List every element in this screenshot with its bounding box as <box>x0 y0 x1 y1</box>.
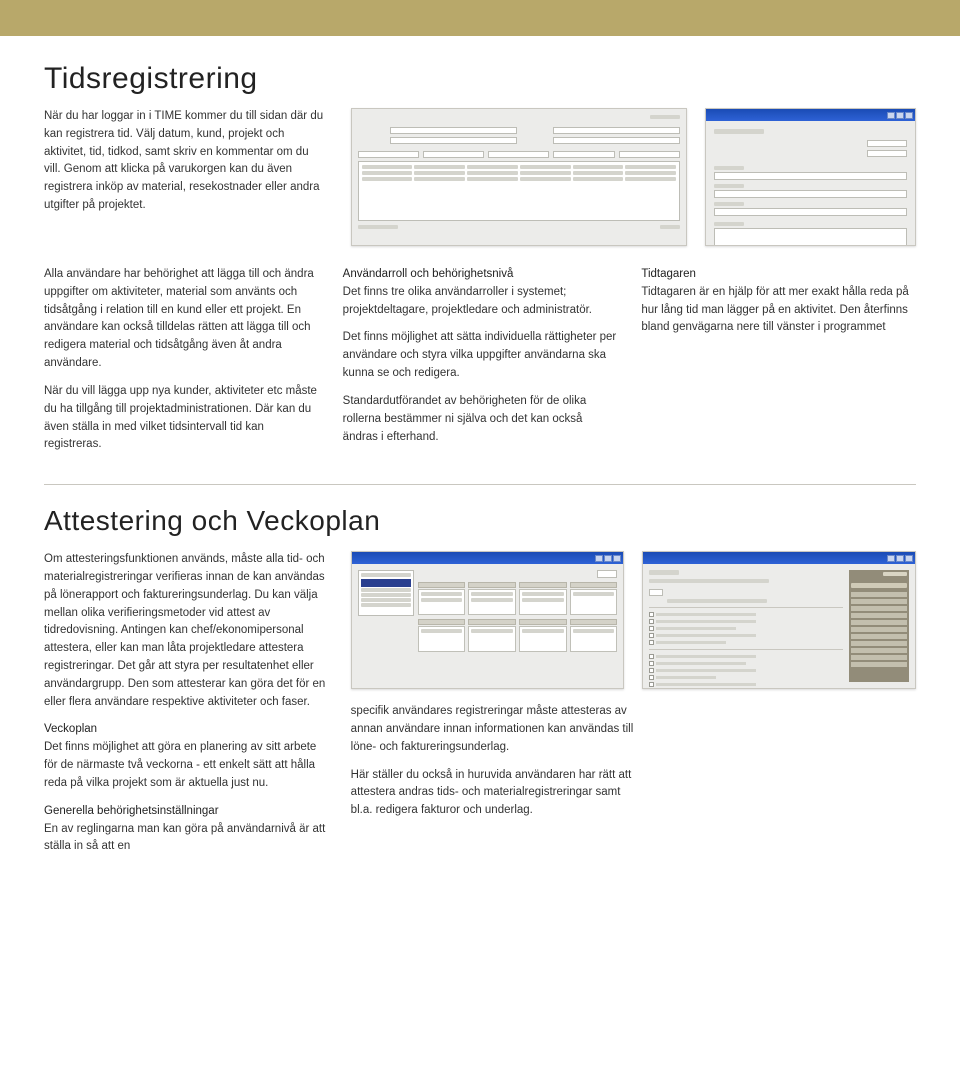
section1-row1: När du har loggar in i TIME kommer du ti… <box>44 108 916 246</box>
s1-c2-h: Användarroll och behörighetsnivå <box>343 268 514 280</box>
screenshot-timereg-form <box>351 108 687 246</box>
s1-c2-p3: Standardutförandet av behörigheten för d… <box>343 393 618 446</box>
section1-title: Tidsregistrering <box>44 62 916 96</box>
screenshot-timereg-dialog <box>705 108 916 246</box>
s2-c2-p1: specifik användares registreringar måste… <box>351 703 634 756</box>
s1-c1-p2: Alla användare har behörighet att lägga … <box>44 266 319 373</box>
s2-col2: specifik användares registreringar måste… <box>351 551 916 830</box>
s2-c1-p2: Det finns möjlighet att göra en planerin… <box>44 741 316 789</box>
s2-c1-p1: Om attesteringsfunktionen används, måste… <box>44 551 327 711</box>
s1-col2: Användarroll och behörighetsnivå Det fin… <box>343 266 618 456</box>
section2-row1: Om attesteringsfunktionen används, måste… <box>44 551 916 866</box>
s1-col3: Tidtagaren Tidtagaren är en hjälp för at… <box>641 266 916 347</box>
screenshot-permissions <box>642 551 916 689</box>
s1-c1-p3: När du vill lägga upp nya kunder, aktivi… <box>44 383 319 454</box>
s2-col1: Om attesteringsfunktionen används, måste… <box>44 551 327 866</box>
s2-c1-h2: Veckoplan <box>44 723 97 735</box>
s2-c1-p3: En av reglingarna man kan göra på använd… <box>44 823 325 853</box>
s2-c1-h3: Generella behörighetsinställningar <box>44 805 219 817</box>
section1-row2: Alla användare har behörighet att lägga … <box>44 266 916 464</box>
s1-c3-h: Tidtagaren <box>641 268 696 280</box>
s1-c2-p1: Det finns tre olika användarroller i sys… <box>343 286 592 316</box>
section1-intro-col: När du har loggar in i TIME kommer du ti… <box>44 108 327 225</box>
s1-intro-p1: När du har loggar in i TIME kommer du ti… <box>44 108 327 215</box>
s2-c2-p2: Här ställer du också in huruvida använda… <box>351 767 634 820</box>
section1-screenshots <box>351 108 916 246</box>
screenshot-veckoplan <box>351 551 625 689</box>
top-band <box>0 0 960 36</box>
section2-title: Attestering och Veckoplan <box>44 484 916 537</box>
s1-col1: Alla användare har behörighet att lägga … <box>44 266 319 464</box>
page-content: Tidsregistrering När du har loggar in i … <box>0 36 960 906</box>
s1-c3-p1: Tidtagaren är en hjälp för att mer exakt… <box>641 286 908 334</box>
s1-c2-p2: Det finns möjlighet att sätta individuel… <box>343 329 618 382</box>
